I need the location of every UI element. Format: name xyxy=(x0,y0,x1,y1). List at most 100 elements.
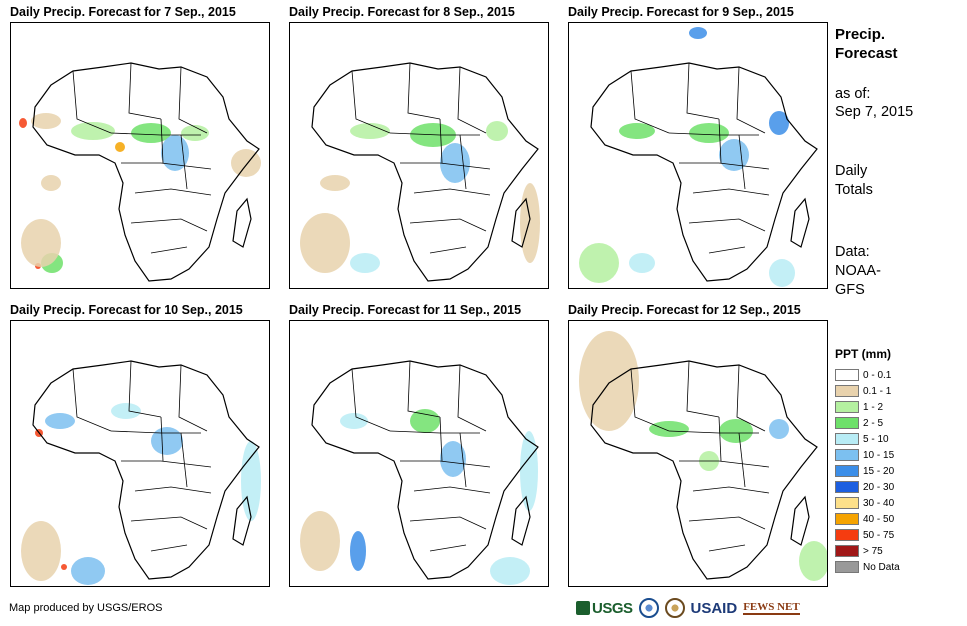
precip-area xyxy=(410,409,440,433)
legend-swatch xyxy=(835,481,859,493)
country-border xyxy=(738,134,746,190)
country-border xyxy=(409,516,487,530)
precip-area xyxy=(45,413,75,429)
country-border xyxy=(160,118,164,164)
precip-area xyxy=(579,243,619,283)
usgs-wave-icon xyxy=(576,601,590,615)
africa-map-svg xyxy=(21,360,261,585)
asof-label: as of: xyxy=(835,86,871,102)
country-border xyxy=(457,364,487,432)
country-border xyxy=(457,66,487,134)
precip-area xyxy=(799,541,827,581)
country-border xyxy=(686,62,720,120)
side-title-line2: Forecast xyxy=(835,45,898,62)
precip-area xyxy=(440,441,466,477)
precip-area xyxy=(41,175,61,191)
forecast-map-2 xyxy=(289,22,549,289)
precip-area xyxy=(689,123,729,143)
country-border xyxy=(668,430,759,434)
country-border xyxy=(150,246,188,254)
data-source-line1: Data: xyxy=(835,244,870,260)
coastline xyxy=(790,197,810,248)
precip-area xyxy=(71,557,105,585)
precip-area xyxy=(300,213,350,273)
coastline xyxy=(232,197,252,248)
totals-line1: Daily xyxy=(835,163,868,179)
country-border xyxy=(686,360,720,418)
coastline xyxy=(511,197,531,248)
country-border xyxy=(736,66,766,134)
coastline xyxy=(590,62,818,282)
panel-title-1: Daily Precip. Forecast for 7 Sep., 2015 xyxy=(10,5,236,19)
country-border xyxy=(738,432,746,488)
country-border xyxy=(679,460,770,468)
precip-area xyxy=(115,142,125,152)
country-border xyxy=(160,416,164,462)
coastline xyxy=(511,495,531,546)
country-border xyxy=(459,134,467,190)
legend-swatch xyxy=(835,561,859,573)
country-border xyxy=(400,162,491,170)
doi-logo xyxy=(664,598,685,618)
legend-item: 15 - 20 xyxy=(835,463,900,479)
legend-swatch xyxy=(835,401,859,413)
fews-net-logo: FEWS NET xyxy=(743,601,800,615)
precip-area xyxy=(350,123,390,139)
legend-swatch xyxy=(835,529,859,541)
coastline xyxy=(32,62,260,282)
totals-line2: Totals xyxy=(835,182,873,198)
country-border xyxy=(130,218,208,232)
country-border xyxy=(134,188,212,196)
forecast-map-1 xyxy=(10,22,270,289)
panel-title-3: Daily Precip. Forecast for 9 Sep., 2015 xyxy=(568,5,794,19)
country-border xyxy=(178,364,208,432)
legend-item: No Data xyxy=(835,559,900,575)
country-border xyxy=(110,430,201,434)
legend-swatch xyxy=(835,449,859,461)
precip-area xyxy=(31,113,61,129)
precip-area xyxy=(181,125,209,141)
country-border xyxy=(409,218,487,232)
country-border xyxy=(72,70,112,134)
country-border xyxy=(389,132,480,136)
country-border xyxy=(630,368,670,432)
panel-title-4: Daily Precip. Forecast for 10 Sep., 2015 xyxy=(10,303,243,317)
precip-area xyxy=(440,143,470,183)
country-border xyxy=(407,62,441,120)
legend-swatch xyxy=(835,369,859,381)
legend-swatch xyxy=(835,545,859,557)
precip-area xyxy=(131,123,171,143)
asof-date: Sep 7, 2015 xyxy=(835,104,914,120)
legend-item: 40 - 50 xyxy=(835,511,900,527)
legend-item: 0 - 0.1 xyxy=(835,367,900,383)
legend-item: 20 - 30 xyxy=(835,479,900,495)
data-source-line2: NOAA- xyxy=(835,263,881,279)
precip-area xyxy=(719,139,749,171)
coastline xyxy=(32,360,260,580)
precip-area xyxy=(320,175,350,191)
africa-map-svg xyxy=(579,331,827,581)
country-border xyxy=(630,70,670,134)
precip-area xyxy=(520,183,540,263)
legend-label: 0 - 0.1 xyxy=(863,369,892,381)
legend-label: 30 - 40 xyxy=(863,497,895,509)
legend-item: 50 - 75 xyxy=(835,527,900,543)
precip-area xyxy=(21,219,61,267)
legend-label: 0.1 - 1 xyxy=(863,385,892,397)
precip-area xyxy=(151,427,183,455)
panel-title-6: Daily Precip. Forecast for 12 Sep., 2015 xyxy=(568,303,801,317)
country-border xyxy=(407,360,441,418)
panel-title-5: Daily Precip. Forecast for 11 Sep., 2015 xyxy=(289,303,522,317)
coastline xyxy=(590,360,818,580)
precip-area xyxy=(490,557,530,585)
country-border xyxy=(668,132,759,136)
country-border xyxy=(429,544,467,552)
country-border xyxy=(150,544,188,552)
precip-area xyxy=(350,253,380,273)
coastline xyxy=(311,62,539,282)
country-border xyxy=(72,368,112,432)
forecast-map-6 xyxy=(568,320,828,587)
country-border xyxy=(708,246,746,254)
precip-area xyxy=(340,413,368,429)
country-border xyxy=(439,118,443,164)
